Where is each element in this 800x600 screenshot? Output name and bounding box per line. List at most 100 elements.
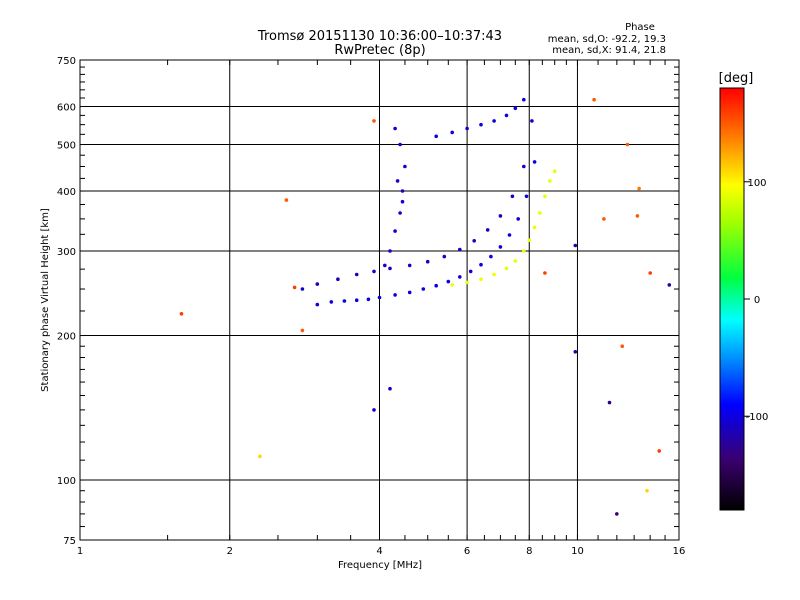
- data-point: [300, 287, 305, 291]
- data-point: [407, 290, 412, 295]
- data-point: [468, 269, 473, 274]
- data-point: [479, 277, 483, 282]
- data-point: [615, 512, 619, 516]
- colorbar-unit-label: [deg]: [719, 71, 754, 86]
- data-point: [472, 239, 477, 243]
- data-point: [342, 299, 347, 303]
- data-point: [507, 233, 512, 237]
- data-point: [284, 198, 289, 202]
- data-point: [548, 179, 552, 183]
- data-point: [446, 279, 451, 284]
- chart-subtitle: RwPretec (8p): [334, 43, 425, 58]
- data-point: [388, 266, 392, 271]
- data-point: [465, 280, 469, 285]
- data-point: [522, 164, 526, 169]
- colorbar-ticks: 100 0 -100: [744, 178, 768, 423]
- stats-heading: Phase: [625, 22, 655, 33]
- data-point: [498, 214, 503, 218]
- x-tick-label: 16: [673, 546, 686, 557]
- y-tick-label: 300: [57, 247, 76, 258]
- data-point: [573, 350, 578, 354]
- data-point: [657, 449, 661, 453]
- data-point: [485, 228, 490, 232]
- data-point: [492, 119, 496, 123]
- colorbar-tick-label: -100: [746, 412, 769, 423]
- data-point: [398, 142, 402, 147]
- data-point: [388, 386, 392, 391]
- data-point: [179, 312, 184, 316]
- y-tick-label: 75: [63, 536, 76, 547]
- data-point: [524, 194, 529, 199]
- data-point: [425, 259, 430, 264]
- data-point: [479, 122, 483, 127]
- x-tick-label: 1: [77, 546, 83, 557]
- y-tick-label: 750: [57, 56, 76, 67]
- data-point: [393, 229, 397, 233]
- data-point: [538, 211, 542, 215]
- data-point: [635, 214, 640, 218]
- data-point: [398, 211, 402, 215]
- data-point: [407, 263, 412, 268]
- data-point: [393, 293, 397, 297]
- data-point: [552, 169, 557, 173]
- data-point: [645, 488, 649, 493]
- x-tick-labels: 1 2 4 6 8 10 16: [77, 546, 686, 557]
- data-point: [354, 272, 359, 277]
- data-point: [383, 263, 387, 268]
- data-point: [395, 179, 400, 183]
- y-tick-label: 400: [57, 187, 76, 198]
- colorbar-tick-label: 100: [747, 178, 766, 189]
- data-point: [372, 119, 376, 123]
- data-point: [510, 194, 515, 199]
- data-point: [516, 217, 520, 221]
- stats-o-line: mean, sd,O: -92.2, 19.3: [548, 34, 666, 45]
- colorbar-tick-label: 0: [754, 295, 760, 306]
- data-point: [530, 119, 534, 123]
- data-point: [450, 130, 455, 135]
- data-point: [300, 328, 305, 333]
- data-point: [527, 238, 532, 242]
- data-point: [543, 271, 547, 275]
- data-point: [522, 97, 526, 102]
- data-point: [450, 283, 455, 287]
- data-point: [372, 269, 376, 274]
- data-point: [592, 97, 596, 102]
- data-point: [465, 126, 469, 131]
- data-point: [492, 272, 496, 277]
- data-point: [498, 245, 503, 249]
- data-point: [400, 199, 405, 204]
- data-point: [458, 247, 462, 252]
- data-point: [329, 300, 334, 304]
- data-point: [458, 275, 462, 279]
- data-point: [620, 344, 624, 349]
- data-point: [513, 106, 518, 111]
- chart-title: Tromsø 20151130 10:36:00–10:37:43: [257, 29, 502, 44]
- data-point: [393, 126, 397, 131]
- data-point: [532, 160, 537, 164]
- data-point: [532, 225, 537, 230]
- data-point: [434, 134, 439, 139]
- data-point: [522, 249, 526, 253]
- data-point: [434, 283, 439, 288]
- data-point: [637, 186, 641, 191]
- data-point: [315, 302, 320, 307]
- y-tick-labels: 75 100 200 300 400 500 600 750: [57, 56, 76, 547]
- y-axis-label: Stationary phase Virtual Height [km]: [40, 208, 51, 392]
- y-tick-label: 600: [57, 103, 76, 114]
- x-axis-label: Frequency [MHz]: [338, 560, 422, 571]
- data-point: [258, 454, 262, 459]
- data-point: [504, 266, 509, 271]
- data-point: [489, 254, 493, 259]
- x-tick-label: 10: [571, 546, 584, 557]
- data-point: [573, 243, 578, 248]
- x-tick-label: 4: [376, 546, 382, 557]
- data-point: [602, 217, 606, 221]
- stats-x-line: mean, sd,X: 91.4, 21.8: [552, 45, 666, 56]
- data-point: [292, 285, 297, 290]
- data-point: [400, 189, 405, 193]
- y-tick-label: 100: [57, 476, 76, 487]
- grid-lines: [80, 60, 679, 540]
- data-point: [372, 408, 376, 412]
- data-point: [667, 283, 672, 287]
